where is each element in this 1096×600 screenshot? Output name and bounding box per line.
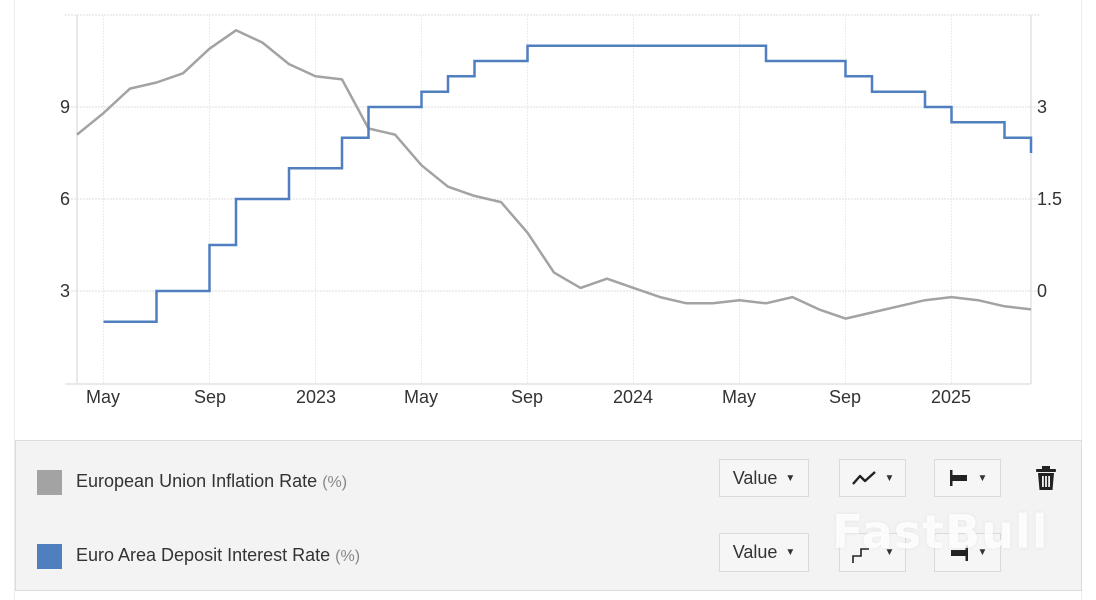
value-dropdown-label: Value [732, 542, 778, 562]
right-y-axis: 3 1.5 0 [1037, 97, 1062, 301]
series-name-text: Euro Area Deposit Interest Rate [76, 545, 331, 565]
legend-row-deposit: Euro Area Deposit Interest Rate (%) Valu… [16, 533, 1081, 575]
x-tick: May [404, 387, 438, 407]
series-name: European Union Inflation Rate (%) [76, 471, 347, 492]
left-tick-9: 9 [60, 97, 70, 117]
right-tick-3: 3 [1037, 97, 1047, 117]
step-chart-icon [851, 547, 869, 563]
series-name: Euro Area Deposit Interest Rate (%) [76, 545, 360, 566]
chart-type-dropdown[interactable]: ▼ [839, 533, 906, 572]
x-tick: May [86, 387, 120, 407]
right-tick-0: 0 [1037, 281, 1047, 301]
x-tick: 2024 [613, 387, 653, 407]
caret-down-icon: ▼ [785, 472, 796, 484]
legend-row-inflation: European Union Inflation Rate (%) Value … [16, 459, 1081, 501]
series-unit: (%) [322, 474, 348, 491]
caret-down-icon: ▼ [785, 547, 796, 558]
deposit-rate-step-line[interactable] [103, 44, 1033, 323]
chart-container [14, 0, 1082, 600]
x-tick: May [722, 387, 756, 407]
series-color-swatch[interactable] [37, 470, 62, 495]
series-color-swatch[interactable] [37, 544, 62, 569]
delete-series-button[interactable] [1035, 465, 1057, 496]
series-unit: (%) [335, 548, 361, 565]
caret-down-icon: ▼ [977, 547, 988, 558]
trash-icon [1036, 466, 1056, 490]
x-tick: 2023 [296, 387, 336, 407]
caret-down-icon: ▼ [884, 547, 895, 558]
caret-down-icon: ▼ [977, 472, 988, 484]
chart-type-dropdown[interactable]: ▼ [839, 459, 906, 497]
chart-plot: 9 6 3 3 1.5 0 May Sep 2023 May Sep 2024 … [60, 14, 1062, 407]
series-name-text: European Union Inflation Rate [76, 471, 318, 491]
x-tick: Sep [194, 387, 226, 407]
left-tick-6: 6 [60, 189, 70, 209]
left-y-axis: 9 6 3 [60, 97, 70, 301]
legend-panel: European Union Inflation Rate (%) Value … [15, 440, 1082, 591]
grid-lines [65, 14, 1039, 385]
left-axis-icon [949, 470, 967, 486]
value-dropdown[interactable]: Value ▼ [719, 533, 809, 572]
x-tick: Sep [829, 387, 861, 407]
line-chart-icon [851, 471, 876, 485]
value-dropdown-label: Value [732, 467, 778, 488]
inflation-rate-line[interactable] [76, 29, 1032, 320]
x-axis: May Sep 2023 May Sep 2024 May Sep 2025 [86, 387, 971, 407]
right-axis-icon [950, 544, 968, 561]
axis-side-dropdown[interactable]: ▼ [934, 459, 1001, 497]
x-tick: 2025 [931, 387, 971, 407]
right-tick-1.5: 1.5 [1037, 189, 1062, 209]
x-tick: Sep [511, 387, 543, 407]
axis-side-dropdown[interactable]: ▼ [934, 533, 1001, 572]
left-tick-3: 3 [60, 281, 70, 301]
caret-down-icon: ▼ [884, 472, 895, 484]
value-dropdown[interactable]: Value ▼ [719, 459, 809, 497]
